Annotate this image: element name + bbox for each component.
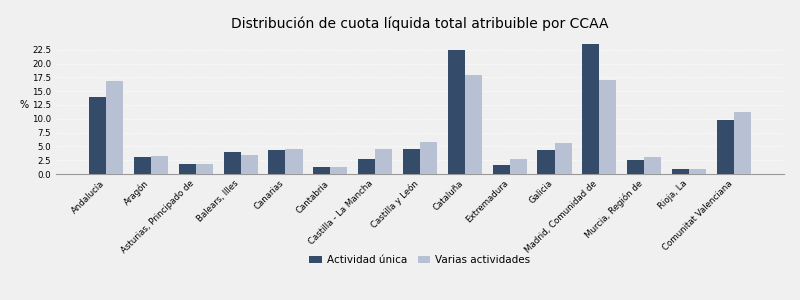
Bar: [330, 167, 347, 174]
Bar: [224, 152, 241, 174]
Bar: [465, 75, 482, 174]
Bar: [420, 142, 437, 174]
Y-axis label: %: %: [19, 100, 28, 110]
Bar: [717, 121, 734, 174]
Bar: [734, 112, 751, 174]
Bar: [134, 157, 151, 174]
Bar: [286, 148, 302, 174]
Bar: [672, 169, 689, 174]
Bar: [599, 80, 616, 174]
Bar: [689, 169, 706, 174]
Bar: [403, 149, 420, 174]
Bar: [493, 165, 510, 174]
Bar: [241, 155, 258, 174]
Title: Distribución de cuota líquida total atribuible por CCAA: Distribución de cuota líquida total atri…: [231, 16, 609, 31]
Bar: [89, 97, 106, 174]
Bar: [627, 160, 644, 174]
Bar: [196, 164, 213, 174]
Bar: [644, 157, 662, 174]
Bar: [106, 81, 123, 174]
Bar: [314, 167, 330, 174]
Bar: [178, 164, 196, 174]
Bar: [582, 44, 599, 174]
Bar: [554, 142, 571, 174]
Legend: Actividad única, Varias actividades: Actividad única, Varias actividades: [306, 251, 534, 269]
Bar: [269, 150, 286, 174]
Bar: [510, 158, 526, 174]
Bar: [538, 150, 554, 174]
Bar: [151, 156, 168, 174]
Bar: [448, 50, 465, 174]
Bar: [375, 148, 392, 174]
Bar: [358, 159, 375, 174]
